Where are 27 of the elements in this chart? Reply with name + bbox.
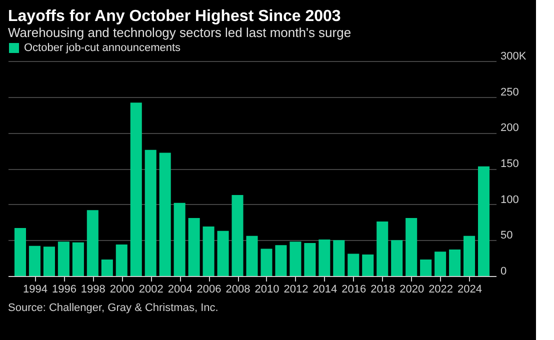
x-tick-label: 2006	[196, 284, 222, 296]
y-tick-label: 150	[500, 158, 519, 170]
x-tick-label: 2018	[370, 284, 396, 296]
x-tick-label: 2024	[458, 284, 482, 296]
legend-label: October job-cut announcements	[24, 42, 182, 54]
x-tick-label: 2016	[342, 284, 366, 296]
x-tick-label: 2014	[312, 284, 338, 296]
y-tick-label: 0	[500, 266, 507, 278]
x-tick-label: 2022	[428, 284, 454, 296]
x-tick-label: 2020	[400, 284, 424, 296]
x-tick-label: 1996	[52, 284, 76, 296]
y-tick-label: 100	[500, 194, 519, 206]
x-tick-label: 1994	[22, 284, 48, 296]
chart-subtitle: Warehousing and technology sectors led last month's surge	[8, 25, 352, 40]
x-tick-label: 2008	[226, 284, 250, 296]
chart-title: Layoffs for Any October Highest Since 2003	[8, 8, 341, 25]
y-tick-label: 50	[500, 230, 513, 242]
x-tick-label: 2002	[138, 284, 164, 296]
x-tick-label: 1998	[80, 284, 106, 296]
source-note: Source: Challenger, Gray & Christmas, Inc.	[8, 302, 218, 314]
x-tick-label: 2012	[284, 284, 308, 296]
x-tick-label: 2004	[168, 284, 192, 296]
x-tick-label: 2000	[110, 284, 134, 296]
x-tick-label: 2010	[254, 284, 280, 296]
y-tick-label: 250	[500, 86, 519, 98]
y-tick-label: 200	[500, 122, 519, 134]
y-tick-label: 300K	[500, 50, 527, 62]
